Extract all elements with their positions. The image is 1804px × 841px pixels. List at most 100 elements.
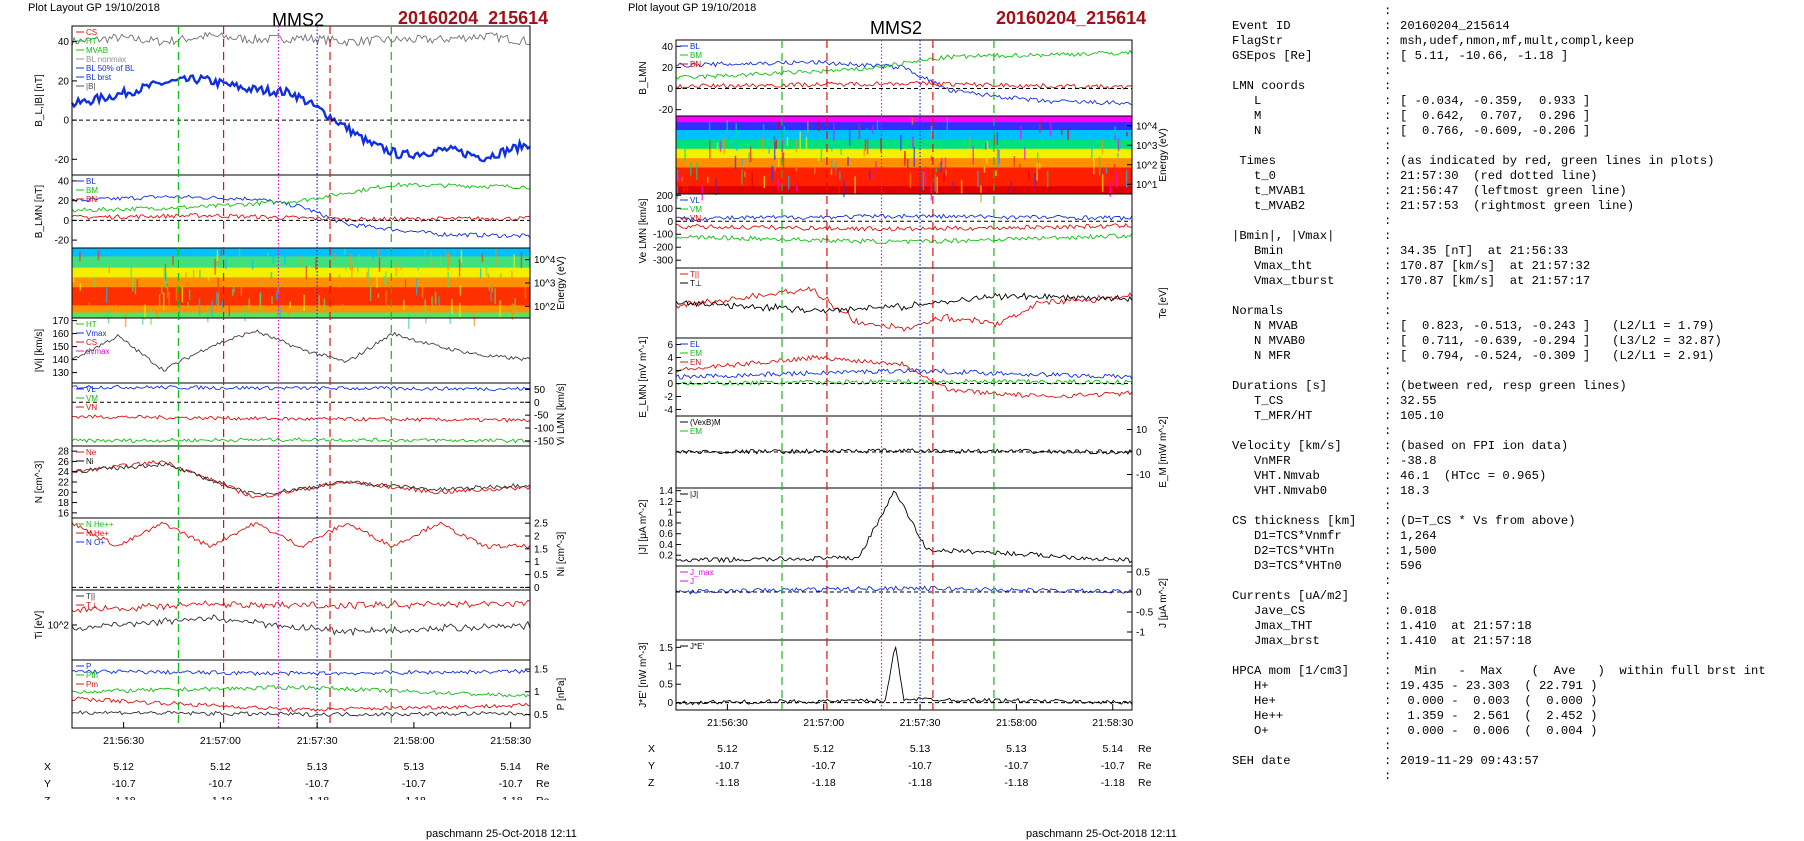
spectrogram-speck bbox=[1069, 168, 1071, 185]
spectrogram-speck bbox=[860, 132, 862, 138]
position-value: 5.12 bbox=[717, 743, 738, 755]
spectrogram-speck bbox=[741, 158, 743, 166]
spectrogram-speck bbox=[303, 294, 305, 311]
y-tick-label: 40 bbox=[58, 37, 70, 48]
legend-label: MVAB bbox=[86, 46, 108, 55]
legend-label: T|| bbox=[690, 270, 699, 279]
info-label: N bbox=[1232, 124, 1262, 138]
info-separator: : bbox=[1384, 334, 1392, 348]
panel-frame bbox=[675, 639, 1133, 711]
info-row: FlagStr: msh,udef,nmon,mf,mult,compl,keep bbox=[1232, 34, 1800, 49]
spectrogram-band-7 bbox=[676, 186, 1132, 195]
y-tick-label: 4 bbox=[667, 353, 673, 364]
info-separator: : bbox=[1384, 259, 1392, 273]
info-value: (D=T_CS * Vs from above) bbox=[1400, 514, 1576, 528]
y-tick-label: -1 bbox=[1136, 628, 1145, 639]
info-row: H+:19.435 - 23.303 ( 22.791 ) bbox=[1232, 679, 1800, 694]
panel-ylabel: |J| [μA m^-2] bbox=[638, 499, 649, 554]
info-label: N MVAB0 bbox=[1232, 334, 1306, 348]
spectrogram-speck bbox=[1013, 156, 1015, 167]
spectrogram-speck bbox=[887, 179, 889, 186]
spectrogram-speck bbox=[163, 265, 165, 283]
info-label bbox=[1232, 139, 1384, 154]
info-separator: : bbox=[1384, 454, 1392, 468]
info-row: |Bmin|, |Vmax|: bbox=[1232, 229, 1800, 244]
info-label: Jave_CS bbox=[1232, 604, 1306, 618]
spectrogram-speck bbox=[1101, 174, 1104, 192]
spectrogram-speck bbox=[458, 259, 461, 277]
spectrogram-speck bbox=[911, 117, 914, 125]
legend-label: P bbox=[86, 662, 91, 671]
spectrogram-speck bbox=[795, 139, 798, 153]
x-tick-label: 21:57:30 bbox=[900, 717, 941, 729]
y-tick-label: 10 bbox=[1136, 425, 1148, 436]
legend-label: Vmax bbox=[86, 329, 106, 338]
y-tick-label: 2 bbox=[667, 366, 673, 377]
info-row: VHT.Nmvab0:18.3 bbox=[1232, 484, 1800, 499]
spectrogram-speck bbox=[276, 292, 278, 300]
spectrogram-speck bbox=[185, 272, 187, 286]
spectrogram-speck bbox=[168, 291, 170, 305]
spectrogram-speck bbox=[707, 176, 709, 184]
spectrogram-speck bbox=[795, 164, 798, 172]
info-row: D1=TCS*Vnmfr:1,264 bbox=[1232, 529, 1800, 544]
series-line-1 bbox=[71, 414, 531, 423]
spectrogram-speck bbox=[748, 152, 750, 163]
info-value: 1.410 at 21:57:18 bbox=[1400, 634, 1532, 648]
info-label: HPCA mom [1/cm3] bbox=[1232, 664, 1350, 678]
info-value: [ -0.034, -0.359, 0.933 ] bbox=[1400, 94, 1591, 108]
spectrogram-speck bbox=[79, 251, 81, 262]
panel-frame bbox=[675, 337, 1133, 417]
spectrogram-band-5 bbox=[72, 305, 530, 313]
spectrogram-speck bbox=[799, 131, 801, 150]
spectrogram-speck bbox=[786, 136, 789, 146]
info-label bbox=[1232, 214, 1384, 229]
info-row: N MVAB0: [ 0.711, -0.639, -0.294 ] (L3/L2… bbox=[1232, 334, 1800, 349]
spectrogram-speck bbox=[1019, 163, 1021, 176]
info-row: CS thickness [km]: (D=T_CS * Vs from abov… bbox=[1232, 514, 1800, 529]
spectrogram-speck bbox=[983, 166, 986, 173]
spectrogram-speck bbox=[520, 252, 523, 269]
info-separator: : bbox=[1384, 184, 1392, 198]
spectrogram-speck bbox=[960, 179, 963, 195]
info-separator: : bbox=[1384, 544, 1392, 558]
info-separator: : bbox=[1384, 724, 1392, 738]
spectrogram-speck bbox=[904, 151, 906, 167]
spectrogram-speck bbox=[774, 156, 777, 172]
info-row: : bbox=[1232, 649, 1800, 664]
y-tick-label: 50 bbox=[534, 385, 546, 396]
info-separator: : bbox=[1384, 349, 1392, 363]
spectrogram-speck bbox=[211, 299, 213, 317]
spectrogram-speck bbox=[807, 120, 809, 134]
x-tick-label: 21:58:00 bbox=[393, 735, 434, 747]
info-row: He+: 0.000 - 0.003 ( 0.000 ) bbox=[1232, 694, 1800, 709]
spectrogram-speck bbox=[447, 271, 449, 288]
spectrogram-speck bbox=[157, 308, 159, 319]
spectrogram-speck bbox=[946, 117, 949, 137]
spectrogram-speck bbox=[524, 286, 527, 299]
info-label: VHT.Nmvab bbox=[1232, 469, 1320, 483]
info-row: Durations [s]: (between red, resp green l… bbox=[1232, 379, 1800, 394]
spectrogram-speck bbox=[88, 302, 91, 307]
spectrogram-speck bbox=[1027, 170, 1030, 181]
info-row: Vmax_tht:170.87 [km/s] at 21:57:32 bbox=[1232, 259, 1800, 274]
position-value: -10.7 bbox=[908, 760, 932, 772]
panel-frame bbox=[71, 445, 531, 519]
spectrogram-speck bbox=[97, 250, 100, 261]
spectrogram-speck bbox=[130, 262, 133, 279]
info-value: 105.10 bbox=[1400, 409, 1444, 423]
spectrogram-speck bbox=[1046, 170, 1049, 188]
spectrogram-speck bbox=[735, 123, 737, 139]
y-tick-label: 10^4 bbox=[534, 255, 556, 266]
spectrogram-speck bbox=[777, 179, 780, 190]
y-tick-label: 0 bbox=[534, 398, 540, 409]
info-label: GSEpos [Re] bbox=[1232, 49, 1313, 63]
position-value: -1.18 bbox=[1101, 777, 1125, 789]
series-line-1 bbox=[71, 182, 531, 213]
spectrogram-speck bbox=[267, 260, 270, 266]
spectrogram-band-4 bbox=[72, 287, 530, 306]
mid-probe-label: MMS2 bbox=[870, 18, 923, 38]
info-label: Currents [uA/m2] bbox=[1232, 589, 1350, 603]
